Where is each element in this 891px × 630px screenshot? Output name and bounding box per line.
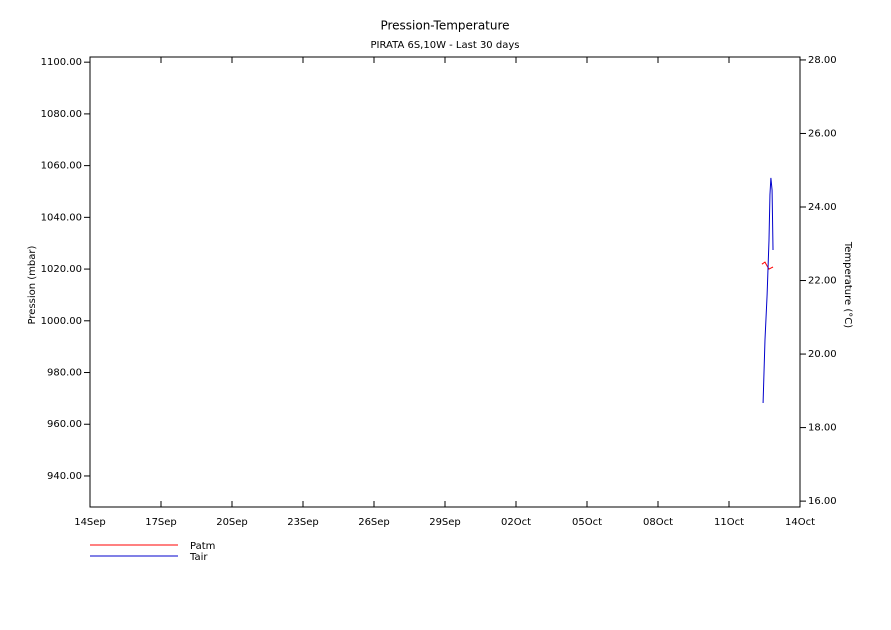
- x-tick-label: 08Oct: [643, 517, 673, 528]
- y2-tick-label: 22.00: [808, 276, 837, 287]
- y-tick-label: 940.00: [47, 471, 82, 482]
- y-tick-label: 1080.00: [41, 109, 82, 120]
- series-line: [762, 177, 774, 403]
- x-tick-label: 17Sep: [145, 517, 177, 528]
- x-tick-label: 02Oct: [501, 517, 531, 528]
- chart-title: Pression-Temperature: [380, 19, 509, 33]
- x-tick-label: 14Sep: [74, 517, 106, 528]
- legend-label: Patm: [190, 541, 215, 552]
- y2-tick-label: 24.00: [808, 202, 837, 213]
- y-tick-label: 1000.00: [41, 316, 82, 327]
- y-tick-label: 1040.00: [41, 212, 82, 223]
- x-tick-label: 05Oct: [572, 517, 602, 528]
- y2-tick-label: 18.00: [808, 423, 837, 434]
- y-tick-label: 1100.00: [41, 57, 82, 68]
- chart-subtitle: PIRATA 6S,10W - Last 30 days: [371, 40, 520, 51]
- x-tick-label: 29Sep: [429, 517, 461, 528]
- legend-label: Tair: [189, 552, 208, 563]
- y2-tick-label: 28.00: [808, 55, 837, 66]
- plot-frame: [89, 56, 801, 508]
- y-tick-label: 980.00: [47, 368, 82, 379]
- y2-tick-label: 16.00: [808, 496, 837, 507]
- y-tick-label: 1020.00: [41, 264, 82, 275]
- y2-tick-label: 20.00: [808, 349, 837, 360]
- y2-axis-label: Temperature (°C): [842, 241, 853, 328]
- x-tick-label: 26Sep: [358, 517, 390, 528]
- series-line: [761, 261, 774, 270]
- x-tick-label: 11Oct: [714, 517, 744, 528]
- y-tick-label: 960.00: [47, 419, 82, 430]
- x-tick-label: 20Sep: [216, 517, 248, 528]
- y2-tick-label: 26.00: [808, 128, 837, 139]
- y-axis-label: Pression (mbar): [27, 245, 38, 324]
- x-tick-label: 14Oct: [785, 517, 815, 528]
- y-tick-label: 1060.00: [41, 161, 82, 172]
- x-tick-label: 23Sep: [287, 517, 319, 528]
